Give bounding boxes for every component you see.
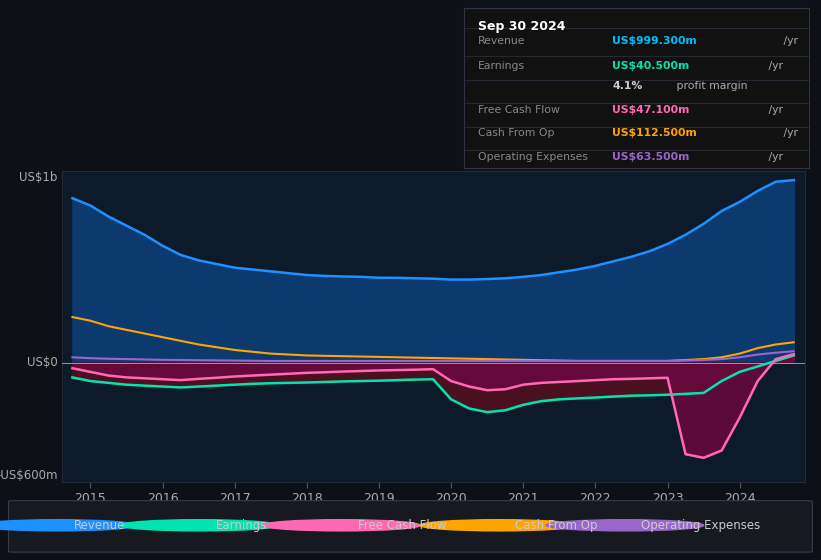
Text: Cash From Op: Cash From Op <box>516 519 598 532</box>
Text: Sep 30 2024: Sep 30 2024 <box>478 20 565 32</box>
Text: profit margin: profit margin <box>673 81 748 91</box>
Text: US$40.500m: US$40.500m <box>612 62 690 72</box>
Circle shape <box>263 520 420 531</box>
Text: Free Cash Flow: Free Cash Flow <box>358 519 446 532</box>
Text: Revenue: Revenue <box>478 36 525 46</box>
Circle shape <box>0 520 136 531</box>
Text: Earnings: Earnings <box>478 62 525 72</box>
Text: /yr: /yr <box>780 36 798 46</box>
Text: Operating Expenses: Operating Expenses <box>641 519 761 532</box>
Text: Cash From Op: Cash From Op <box>478 128 554 138</box>
Text: Free Cash Flow: Free Cash Flow <box>478 105 560 115</box>
Text: US$0: US$0 <box>27 356 57 369</box>
Text: /yr: /yr <box>764 62 782 72</box>
Text: US$47.100m: US$47.100m <box>612 105 690 115</box>
Text: Revenue: Revenue <box>74 519 126 532</box>
Circle shape <box>121 520 278 531</box>
Text: US$999.300m: US$999.300m <box>612 36 697 46</box>
Text: US$1b: US$1b <box>20 171 57 184</box>
Text: /yr: /yr <box>764 152 782 162</box>
Text: Earnings: Earnings <box>216 519 267 532</box>
Text: /yr: /yr <box>764 105 782 115</box>
Text: Operating Expenses: Operating Expenses <box>478 152 588 162</box>
Text: 4.1%: 4.1% <box>612 81 643 91</box>
Circle shape <box>546 520 704 531</box>
Text: /yr: /yr <box>780 128 798 138</box>
Text: -US$600m: -US$600m <box>0 469 57 482</box>
FancyBboxPatch shape <box>8 501 813 552</box>
Text: US$63.500m: US$63.500m <box>612 152 690 162</box>
Text: US$112.500m: US$112.500m <box>612 128 697 138</box>
Circle shape <box>420 520 578 531</box>
